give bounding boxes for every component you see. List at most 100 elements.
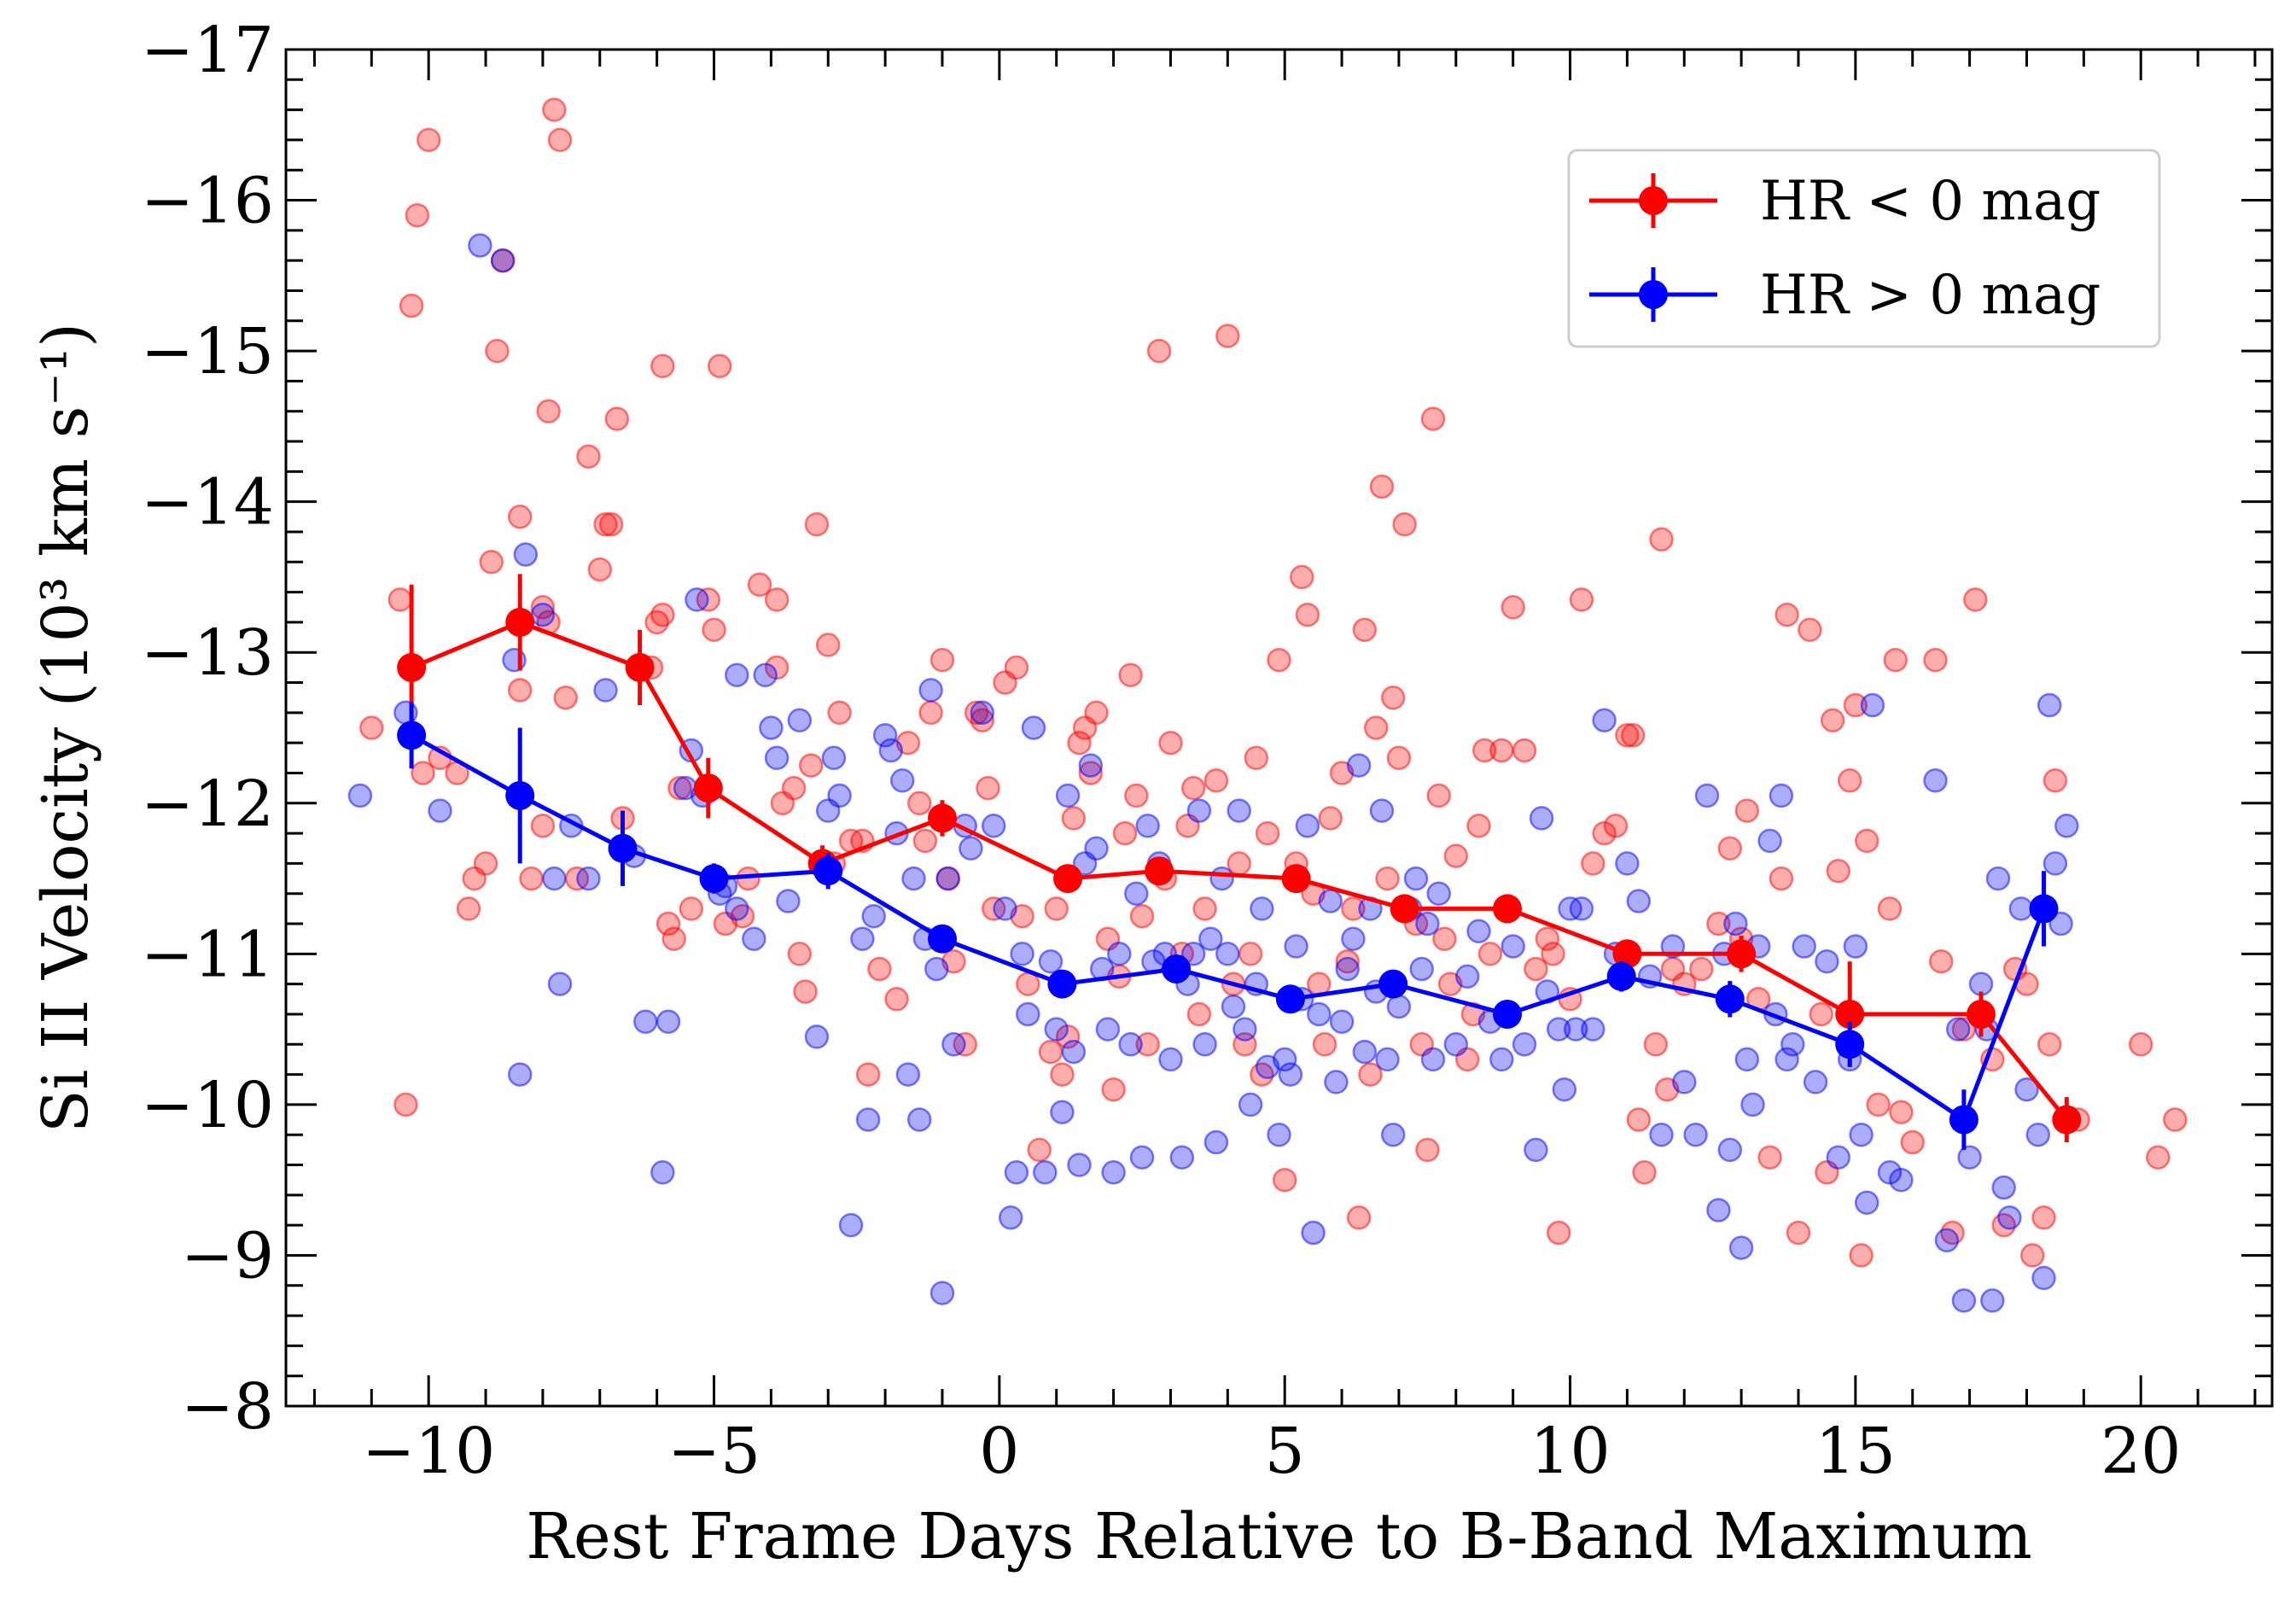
hr-positive-mean-marker	[608, 833, 638, 863]
hr-positive-point	[1980, 1288, 2005, 1313]
hr-positive-point	[1815, 948, 1839, 974]
hr-positive-mean-marker	[397, 721, 427, 750]
hr-negative-point	[661, 926, 686, 951]
hr-negative-point	[1466, 814, 1491, 838]
hr-negative-point	[1820, 708, 1845, 732]
hr-positive-point	[507, 1062, 533, 1087]
hr-positive-point	[1010, 942, 1034, 966]
hr-negative-mean-marker	[505, 607, 535, 637]
hr-positive-point	[1454, 964, 1480, 989]
hr-positive-point	[2043, 851, 2068, 876]
hr-negative-point	[1341, 896, 1366, 921]
hr-positive-mean-marker	[813, 856, 843, 886]
hr-negative-point	[1044, 896, 1069, 921]
hr-positive-point	[1615, 851, 1640, 876]
hr-negative-point	[1883, 647, 1908, 673]
hr-negative-point	[507, 678, 533, 703]
hr-positive-individual-points	[347, 233, 2079, 1313]
hr-positive-point	[993, 896, 1017, 921]
hr-positive-point	[530, 602, 556, 627]
hr-positive-point	[787, 708, 813, 732]
hr-positive-point	[1169, 1145, 1195, 1170]
hr-positive-point	[725, 896, 749, 921]
hr-positive-point	[1180, 942, 1206, 966]
hr-negative-point	[473, 851, 498, 876]
hr-negative-point	[970, 708, 995, 732]
hr-negative-point	[798, 753, 824, 778]
hr-positive-point	[935, 866, 960, 891]
hr-negative-point	[1244, 745, 1269, 771]
hr-negative-point	[1027, 1137, 1052, 1163]
hr-positive-point	[1403, 866, 1429, 891]
x-tick-label: −10	[362, 1415, 495, 1488]
hr-negative-mean-marker	[1390, 894, 1419, 924]
hr-negative-point	[1078, 761, 1104, 785]
hr-positive-point	[1124, 881, 1149, 906]
hr-positive-point	[1569, 896, 1594, 921]
hr-negative-point	[827, 700, 852, 726]
hr-positive-point	[1341, 926, 1366, 951]
hr-positive-point	[725, 662, 749, 687]
hr-negative-point	[1335, 948, 1360, 974]
hr-positive-point	[970, 700, 995, 726]
hr-positive-point	[1740, 1092, 1765, 1118]
hr-positive-point	[685, 587, 709, 612]
hr-positive-point	[1232, 1017, 1257, 1042]
hr-positive-point	[998, 1205, 1023, 1230]
hr-positive-point	[1780, 1032, 1805, 1057]
hr-positive-point	[347, 783, 373, 808]
hr-negative-point	[2128, 1032, 2153, 1057]
hr-positive-point	[1318, 889, 1343, 913]
hr-negative-mean-marker	[1727, 939, 1757, 969]
hr-positive-point	[1329, 1009, 1355, 1035]
x-tick-label: 15	[1815, 1415, 1896, 1488]
hr-positive-point	[1203, 1129, 1229, 1155]
hr-negative-point	[804, 511, 830, 537]
hr-negative-point	[918, 700, 943, 726]
hr-positive-point	[1209, 866, 1234, 891]
hr-negative-point	[1346, 1205, 1372, 1230]
hr-positive-point	[1843, 934, 1868, 959]
hr-negative-point	[1129, 903, 1155, 929]
hr-positive-point	[1307, 1001, 1332, 1027]
hr-positive-point	[1985, 866, 2011, 891]
hr-positive-mean-marker	[1275, 984, 1305, 1014]
hr-positive-point	[1335, 956, 1360, 982]
hr-negative-point	[702, 617, 726, 642]
hr-negative-point	[1477, 942, 1503, 966]
hr-positive-point	[542, 866, 567, 891]
hr-positive-point	[1369, 798, 1395, 823]
hr-positive-point	[959, 836, 983, 861]
hr-negative-point	[1837, 768, 1862, 793]
hr-positive-point	[1284, 934, 1308, 959]
hr-negative-point	[1067, 730, 1092, 756]
hr-positive-point	[1021, 715, 1046, 740]
hr-negative-mean-marker	[625, 652, 655, 682]
hr-negative-point	[787, 942, 813, 966]
hr-negative-point	[1706, 911, 1731, 937]
hr-negative-point	[1798, 617, 1822, 642]
hr-positive-point	[1324, 1070, 1349, 1094]
hr-negative-point	[1312, 1032, 1337, 1057]
hr-negative-point	[770, 791, 795, 816]
hr-negative-point	[976, 775, 1000, 801]
hr-positive-point	[878, 738, 904, 763]
hr-negative-point	[598, 511, 624, 537]
hr-negative-point	[1717, 836, 1743, 861]
hr-positive-point	[941, 1032, 966, 1057]
hr-positive-point	[1672, 1070, 1697, 1094]
hr-negative-point	[411, 761, 435, 785]
hr-negative-point	[1632, 1160, 1657, 1185]
hr-negative-point	[764, 587, 790, 612]
hr-positive-point	[1135, 814, 1160, 838]
hr-positive-point	[1774, 1047, 1799, 1072]
hr-negative-mean-marker	[397, 652, 427, 682]
hr-negative-point	[479, 550, 504, 575]
hr-positive-point	[1420, 1047, 1446, 1072]
hr-positive-point	[1044, 1017, 1069, 1042]
hr-positive-point	[981, 814, 1006, 838]
hr-positive-point	[1375, 1047, 1400, 1072]
hr-negative-mean-marker	[2052, 1105, 2082, 1135]
hr-negative-point	[1392, 511, 1417, 537]
hr-positive-point	[490, 248, 516, 273]
